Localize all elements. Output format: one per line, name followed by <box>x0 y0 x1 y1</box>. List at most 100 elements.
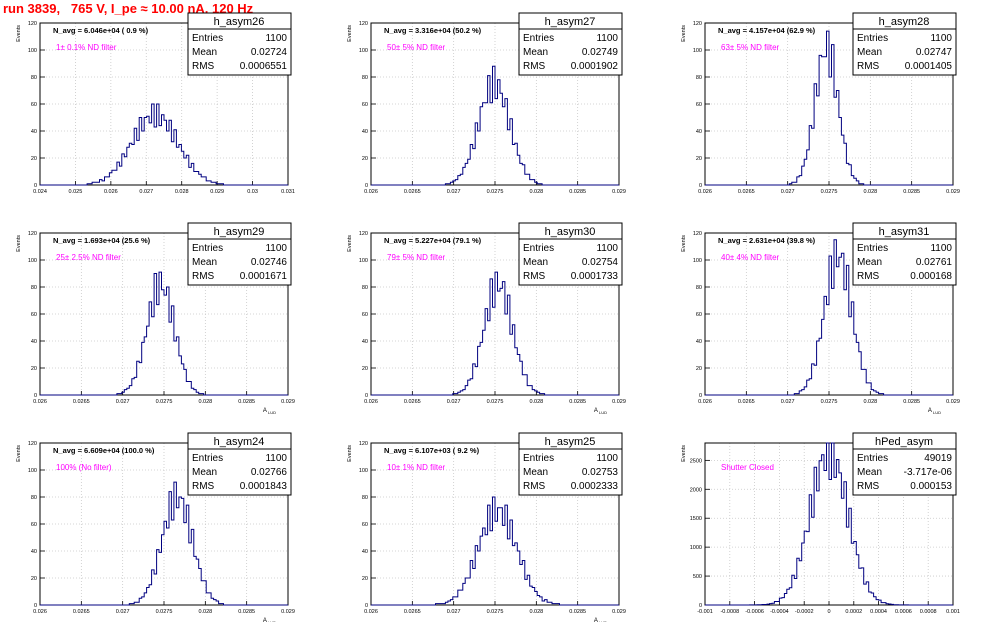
y-axis-label: Events <box>347 235 353 252</box>
stats-value: 1100 <box>930 243 952 254</box>
stats-value: 0.0006551 <box>240 61 288 72</box>
y-tick-label: 120 <box>693 231 702 237</box>
x-tick-label: 0.0275 <box>156 609 173 615</box>
stats-key: Entries <box>523 33 554 44</box>
histogram-panel-h_asym27: 0.026 0.0265 0.027 0.0275 0.028 0.0285 0.029 0 2… <box>347 12 626 195</box>
x-tick-label: 0.0275 <box>156 399 173 405</box>
histogram-series <box>40 481 288 606</box>
y-tick-label: 40 <box>31 129 37 135</box>
navg-label: N_avg = 2.631e+04 (39.8 %) <box>718 236 816 245</box>
x-tick-label: 0.029 <box>946 399 960 405</box>
stats-value: 0.0001733 <box>571 271 619 282</box>
x-tick-label: 0.0265 <box>404 609 421 615</box>
stats-value: 0.02749 <box>582 47 619 58</box>
y-tick-label: 2000 <box>690 487 702 493</box>
x-tick-label: 0.026 <box>364 399 378 405</box>
y-tick-label: 20 <box>696 366 702 372</box>
y-tick-label: 80 <box>362 75 368 81</box>
stats-key: RMS <box>192 61 215 72</box>
y-tick-label: 80 <box>31 75 37 81</box>
x-tick-label: 0.026 <box>698 189 712 195</box>
y-tick-label: 20 <box>31 576 37 582</box>
stats-value: 0.02761 <box>916 257 953 268</box>
x-tick-label: 0.028 <box>529 189 543 195</box>
stats-value: 0.02766 <box>251 467 288 478</box>
navg-label: N_avg = 6.046e+04 ( 0.9 %) <box>53 26 149 35</box>
x-axis-label: A LUD <box>263 408 276 415</box>
stats-title: h_asym30 <box>545 226 596 238</box>
stats-value: 0.02724 <box>251 47 288 58</box>
stats-key: RMS <box>192 481 215 492</box>
stats-value: 0.0002333 <box>571 481 619 492</box>
navg-label: N_avg = 1.693e+04 (25.6 %) <box>53 236 151 245</box>
y-tick-label: 120 <box>28 441 37 447</box>
stats-value: 0.0001843 <box>240 481 288 492</box>
y-tick-label: 40 <box>362 339 368 345</box>
histogram-panel-h_asym28: 0.026 0.0265 0.027 0.0275 0.028 0.0285 0.029 0 2… <box>681 12 960 195</box>
x-tick-label: -0.0008 <box>720 609 739 615</box>
stats-value: 1100 <box>596 33 618 44</box>
y-tick-label: 100 <box>28 48 37 54</box>
y-tick-label: 120 <box>28 21 37 27</box>
stats-key: Mean <box>523 47 548 58</box>
stats-box <box>852 12 957 76</box>
y-tick-label: 80 <box>696 75 702 81</box>
y-tick-label: 20 <box>696 156 702 162</box>
y-tick-label: 20 <box>31 156 37 162</box>
filter-label: Shutter Closed <box>721 463 774 472</box>
y-tick-label: 120 <box>359 441 368 447</box>
filter-label: 63± 5% ND filter <box>721 43 780 52</box>
y-tick-label: 20 <box>362 576 368 582</box>
x-tick-label: 0.0265 <box>404 189 421 195</box>
x-tick-label: 0.0265 <box>73 609 90 615</box>
histogram-panel-h_asym24: 0.026 0.0265 0.027 0.0275 0.028 0.0285 0.029 0 2… <box>16 432 295 622</box>
filter-label: 50± 5% ND filter <box>387 43 446 52</box>
x-tick-label: 0.0275 <box>487 609 504 615</box>
x-tick-label: 0.024 <box>33 189 47 195</box>
x-tick-label: 0.027 <box>447 189 461 195</box>
y-tick-label: 0 <box>365 183 368 189</box>
y-tick-label: 20 <box>31 366 37 372</box>
y-tick-label: 0 <box>699 183 702 189</box>
stats-key: Mean <box>857 257 882 268</box>
stats-value: 1100 <box>930 33 952 44</box>
filter-label: 40± 4% ND filter <box>721 253 780 262</box>
stats-title: h_asym24 <box>214 436 265 448</box>
stats-key: Entries <box>523 243 554 254</box>
stats-box <box>518 432 623 496</box>
stats-value: 1100 <box>596 243 618 254</box>
x-tick-label: 0.029 <box>281 609 295 615</box>
y-tick-label: 120 <box>28 231 37 237</box>
y-tick-label: 0 <box>699 393 702 399</box>
x-axis-label: A LUD <box>928 408 941 415</box>
stats-title: h_asym27 <box>545 16 596 28</box>
stats-value: 0.0001671 <box>240 271 288 282</box>
stats-key: Entries <box>192 243 223 254</box>
x-tick-label: 0.031 <box>281 189 295 195</box>
y-tick-label: 120 <box>693 21 702 27</box>
y-tick-label: 20 <box>362 156 368 162</box>
x-tick-label: 0.026 <box>33 609 47 615</box>
filter-label: 79± 5% ND filter <box>387 253 446 262</box>
x-tick-label: 0.001 <box>946 609 960 615</box>
x-tick-label: -0.0004 <box>770 609 789 615</box>
stats-value: 1100 <box>265 33 287 44</box>
stats-key: Mean <box>857 47 882 58</box>
y-tick-label: 0 <box>34 603 37 609</box>
stats-key: RMS <box>523 61 546 72</box>
x-tick-label: 0.027 <box>447 399 461 405</box>
x-tick-label: 0.0285 <box>569 399 586 405</box>
stats-box <box>187 432 292 496</box>
filter-label: 25± 2.5% ND filter <box>56 253 121 262</box>
histogram-series <box>40 271 288 396</box>
x-tick-label: 0.029 <box>612 399 626 405</box>
x-tick-label: 0.026 <box>33 399 47 405</box>
stats-box <box>518 222 623 286</box>
stats-key: Mean <box>192 467 217 478</box>
y-axis-label: Events <box>681 445 687 462</box>
stats-value: 1100 <box>265 453 287 464</box>
stats-value: 0.02754 <box>582 257 619 268</box>
x-tick-label: 0.0275 <box>487 189 504 195</box>
y-tick-label: 100 <box>359 468 368 474</box>
x-tick-label: 0.0285 <box>903 399 920 405</box>
